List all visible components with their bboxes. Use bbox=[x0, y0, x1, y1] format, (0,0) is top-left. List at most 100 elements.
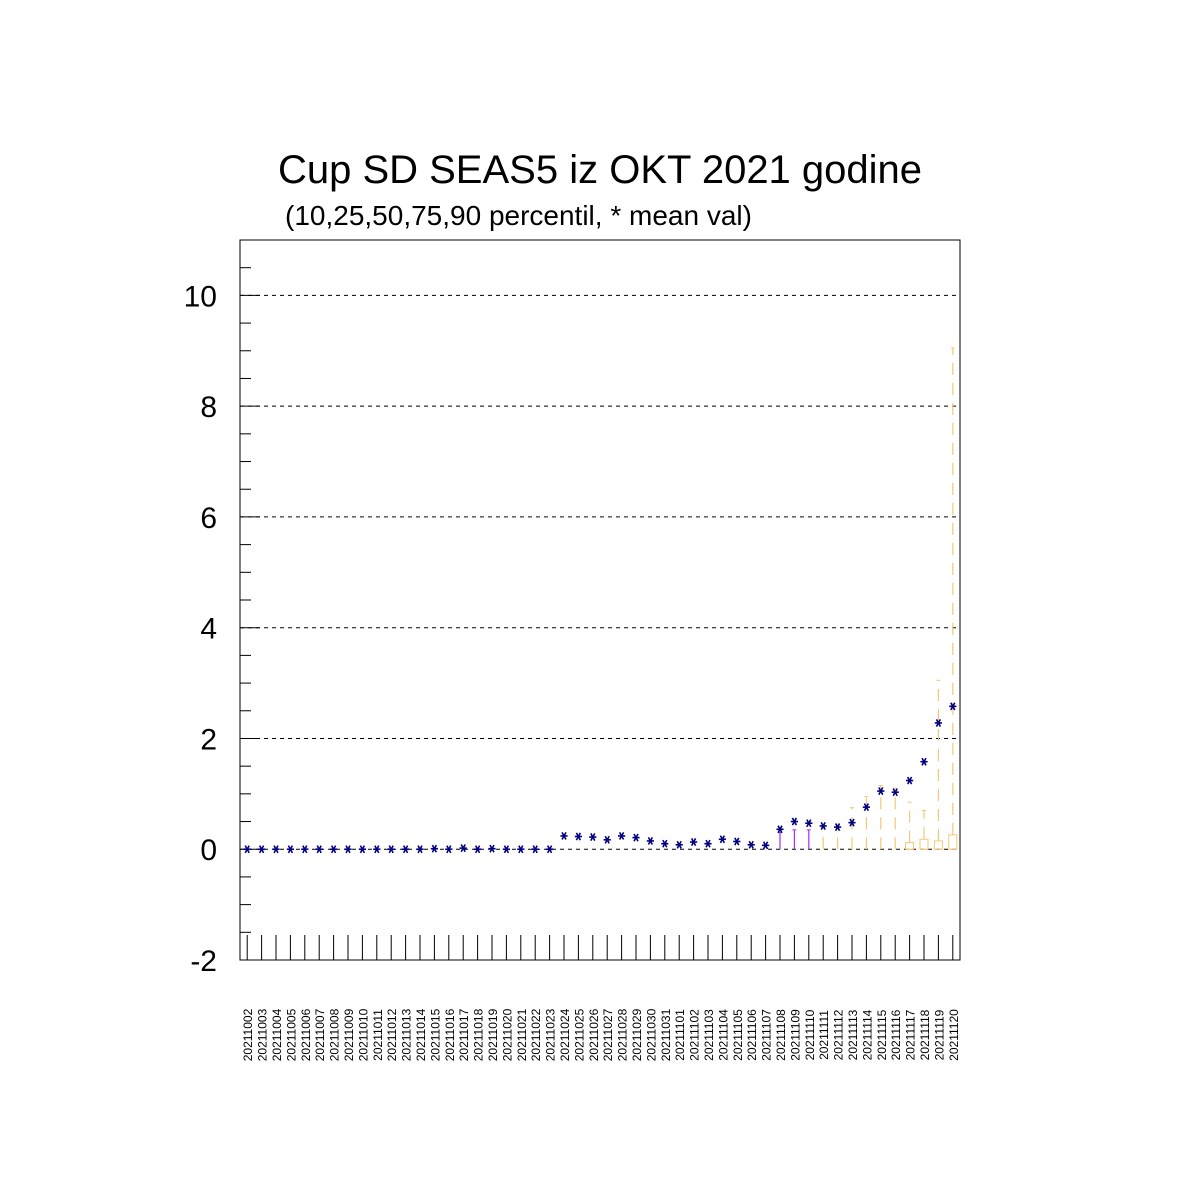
mean-marker-stroke bbox=[489, 844, 495, 853]
mean-marker bbox=[603, 835, 611, 844]
x-tick-label: 20211023 bbox=[544, 1008, 558, 1061]
mean-marker bbox=[733, 837, 741, 846]
mean-marker-stroke bbox=[633, 833, 639, 842]
mean-marker-stroke bbox=[359, 845, 366, 854]
x-tick-label: 20211019 bbox=[486, 1008, 500, 1061]
x-tick-label: 20211107 bbox=[760, 1009, 774, 1061]
mean-marker-stroke bbox=[474, 845, 481, 854]
mean-marker bbox=[646, 836, 654, 845]
x-tick-label: 20211015 bbox=[428, 1008, 442, 1061]
x-tick-label: 20211118 bbox=[918, 1009, 932, 1060]
x-tick-label: 20211110 bbox=[803, 1009, 817, 1060]
mean-marker-stroke bbox=[762, 841, 769, 850]
x-tick-label: 20211009 bbox=[342, 1008, 356, 1061]
mean-marker-stroke bbox=[388, 845, 394, 854]
mean-marker-stroke bbox=[287, 845, 294, 854]
x-tick-label: 20211115 bbox=[875, 1009, 889, 1060]
mean-marker bbox=[949, 702, 957, 711]
gridlines bbox=[240, 294, 960, 850]
mean-marker bbox=[862, 803, 870, 812]
mean-marker bbox=[848, 818, 856, 827]
mean-marker bbox=[517, 845, 525, 854]
x-tick-label: 20211111 bbox=[817, 1010, 831, 1060]
x-tick-label: 20211029 bbox=[630, 1008, 644, 1061]
box-iqr bbox=[919, 838, 929, 850]
x-tick-label: 20211030 bbox=[644, 1008, 658, 1061]
x-tick-label: 20211119 bbox=[932, 1009, 946, 1060]
x-tick-label: 20211116 bbox=[889, 1009, 903, 1060]
mean-marker bbox=[574, 832, 582, 841]
mean-marker-stroke bbox=[258, 845, 265, 854]
x-tick-label: 20211113 bbox=[846, 1009, 860, 1060]
x-tick-label: 20211120 bbox=[947, 1009, 961, 1061]
mean-marker-stroke bbox=[316, 845, 322, 854]
x-tick-label: 20211018 bbox=[472, 1008, 486, 1061]
mean-marker bbox=[445, 845, 453, 854]
mean-marker bbox=[344, 845, 352, 854]
mean-marker bbox=[920, 757, 928, 766]
boxes bbox=[778, 347, 958, 850]
mean-marker-stroke bbox=[791, 817, 798, 826]
mean-marker-stroke bbox=[690, 838, 697, 847]
mean-marker-stroke bbox=[604, 835, 610, 844]
y-tick-label: 0 bbox=[200, 834, 217, 867]
mean-marker-stroke bbox=[546, 845, 553, 854]
mean-marker bbox=[531, 845, 539, 854]
mean-marker bbox=[286, 845, 294, 854]
x-tick-label: 20211012 bbox=[385, 1008, 399, 1061]
y-tick-label: 8 bbox=[200, 391, 217, 424]
mean-marker-stroke bbox=[878, 787, 884, 796]
x-tick-label: 20211008 bbox=[328, 1008, 342, 1061]
mean-marker-stroke bbox=[417, 845, 423, 854]
mean-marker bbox=[589, 833, 597, 842]
x-tick-label: 20211022 bbox=[529, 1008, 543, 1061]
x-tick-label: 20211109 bbox=[788, 1009, 802, 1061]
mean-marker-stroke bbox=[834, 823, 841, 832]
mean-marker-stroke bbox=[503, 845, 510, 854]
x-tick-label: 20211024 bbox=[558, 1008, 572, 1061]
mean-marker-stroke bbox=[806, 819, 812, 828]
mean-marker bbox=[718, 835, 726, 844]
mean-marker bbox=[301, 845, 309, 854]
mean-marker-stroke bbox=[863, 803, 870, 812]
mean-marker bbox=[402, 845, 410, 854]
mean-marker bbox=[258, 845, 266, 854]
x-tick-label: 20211104 bbox=[716, 1009, 730, 1061]
mean-marker-stroke bbox=[402, 845, 409, 854]
mean-marker bbox=[776, 825, 784, 834]
mean-marker bbox=[358, 845, 366, 854]
mean-marker bbox=[502, 845, 510, 854]
mean-marker bbox=[387, 845, 395, 854]
mean-marker bbox=[632, 833, 640, 842]
x-axis: 20211002 20211003 20211004 20211005 20211006… bbox=[241, 935, 961, 1061]
plot-frame bbox=[239, 239, 961, 961]
mean-marker bbox=[330, 845, 338, 854]
y-tick-label: 6 bbox=[200, 502, 217, 535]
y-tick-label: 2 bbox=[200, 723, 217, 756]
x-tick-label: 20211105 bbox=[731, 1009, 745, 1061]
x-tick-label: 20211101 bbox=[673, 1009, 687, 1061]
mean-marker-stroke bbox=[273, 845, 279, 854]
mean-marker-stroke bbox=[705, 839, 711, 848]
x-tick-label: 20211025 bbox=[572, 1008, 586, 1061]
mean-marker-stroke bbox=[590, 833, 596, 842]
x-tick-label: 20211010 bbox=[356, 1008, 370, 1061]
mean-marker bbox=[906, 776, 914, 785]
x-tick-label: 20211017 bbox=[457, 1008, 471, 1061]
mean-marker-stroke bbox=[374, 845, 380, 854]
x-tick-label: 20211027 bbox=[601, 1008, 615, 1061]
x-tick-label: 20211106 bbox=[745, 1009, 759, 1061]
mean-marker bbox=[243, 845, 251, 854]
x-tick-label: 20211117 bbox=[904, 1009, 918, 1060]
mean-marker bbox=[315, 845, 323, 854]
mean-marker-stroke bbox=[748, 840, 754, 849]
mean-marker-stroke bbox=[647, 836, 654, 845]
mean-marker-stroke bbox=[849, 818, 855, 827]
mean-marker bbox=[618, 831, 626, 840]
mean-marker-stroke bbox=[575, 832, 582, 841]
x-tick-label: 20211002 bbox=[241, 1008, 255, 1061]
mean-marker bbox=[747, 840, 755, 849]
chart-title: Cup SD SEAS5 iz OKT 2021 godine bbox=[277, 148, 923, 192]
chart-subtitle: (10,25,50,75,90 percentil, * mean val) bbox=[285, 200, 752, 231]
